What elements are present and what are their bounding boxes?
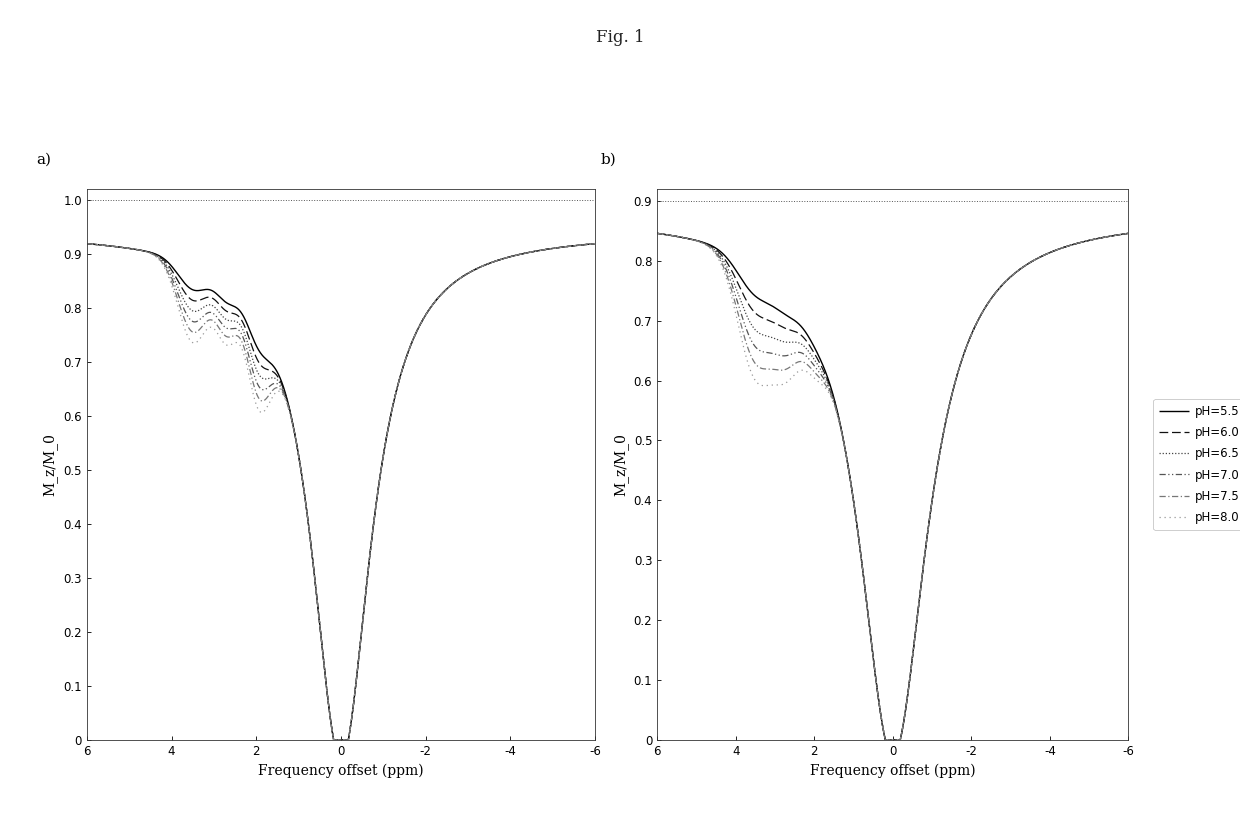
Y-axis label: M_z/M_0: M_z/M_0 xyxy=(614,433,629,496)
Text: a): a) xyxy=(36,153,51,167)
Text: b): b) xyxy=(600,153,616,167)
X-axis label: Frequency offset (ppm): Frequency offset (ppm) xyxy=(258,763,424,778)
Y-axis label: M_z/M_0: M_z/M_0 xyxy=(43,433,58,496)
Legend: pH=5.5, pH=6.0, pH=6.5, pH=7.0, pH=7.5, pH=8.0: pH=5.5, pH=6.0, pH=6.5, pH=7.0, pH=7.5, … xyxy=(1153,399,1240,530)
Text: Fig. 1: Fig. 1 xyxy=(595,29,645,46)
X-axis label: Frequency offset (ppm): Frequency offset (ppm) xyxy=(810,763,976,778)
